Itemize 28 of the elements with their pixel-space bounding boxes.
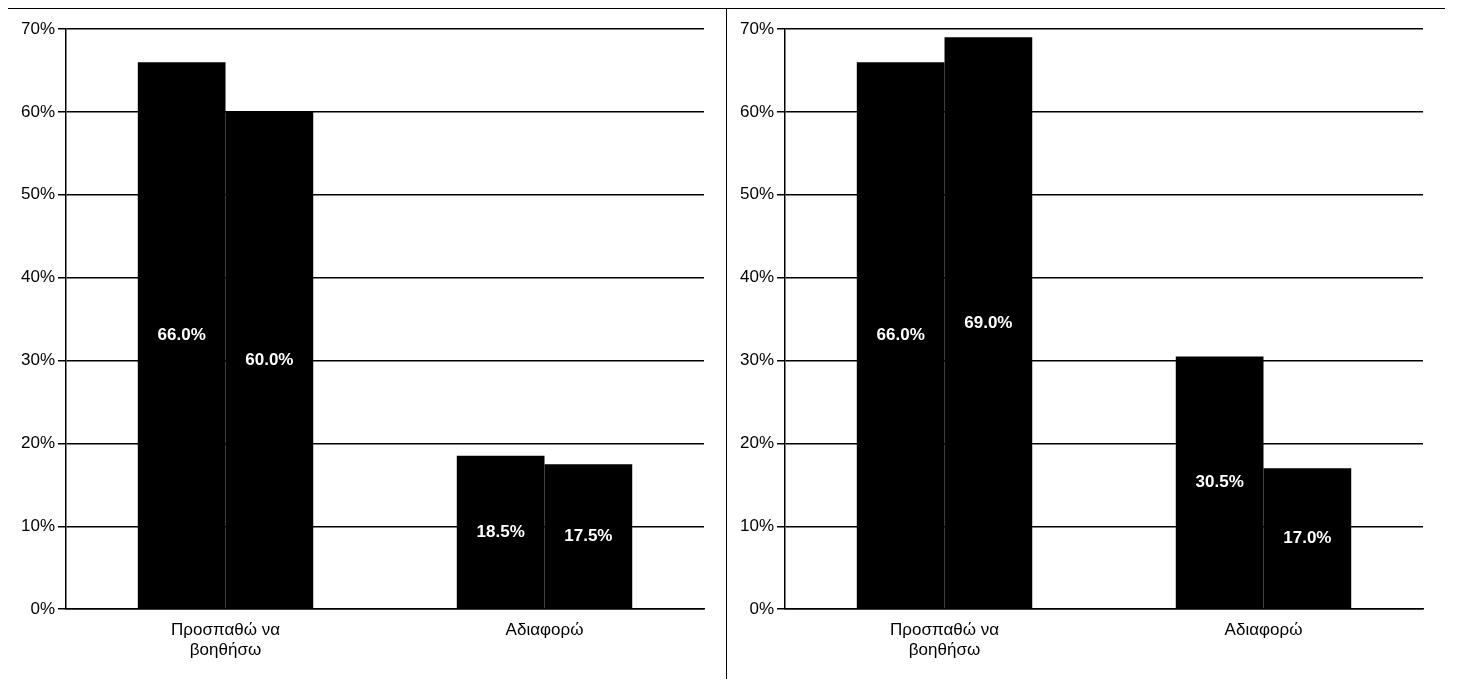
x-tick-label: Προσπαθώ να βοηθήσω bbox=[171, 620, 281, 660]
y-tick-label: 50% bbox=[20, 184, 56, 204]
data-label: 60.0% bbox=[245, 349, 294, 369]
y-tick-label: 50% bbox=[739, 184, 775, 204]
y-tick-label: 10% bbox=[739, 516, 775, 535]
y-tick-label: 30% bbox=[20, 350, 56, 370]
y-tick-label: 20% bbox=[739, 433, 775, 453]
y-tick-label: 30% bbox=[739, 350, 775, 370]
data-label: 66.0% bbox=[876, 324, 925, 344]
y-tick-label: 70% bbox=[739, 18, 775, 38]
y-tick-label: 0% bbox=[749, 598, 775, 618]
y-tick-label: 40% bbox=[739, 267, 775, 287]
y-tick-label: 0% bbox=[30, 598, 56, 618]
y-tick-label: 70% bbox=[20, 18, 56, 38]
data-label: 66.0% bbox=[157, 324, 206, 344]
x-tick-label: Προσπαθώ να βοηθήσω bbox=[890, 620, 1000, 660]
data-label: 69.0% bbox=[964, 312, 1013, 332]
x-tick-label: Αδιαφορώ bbox=[505, 620, 584, 640]
data-label: 18.5% bbox=[476, 521, 525, 541]
y-tick-label: 20% bbox=[20, 433, 56, 453]
y-tick-label: 40% bbox=[20, 267, 56, 287]
data-label: 17.0% bbox=[1283, 528, 1332, 548]
y-tick-label: 60% bbox=[739, 101, 775, 121]
y-tick-label: 10% bbox=[20, 516, 56, 535]
data-label: 17.5% bbox=[564, 525, 613, 545]
data-label: 30.5% bbox=[1195, 472, 1244, 492]
x-tick-label: Αδιαφορώ bbox=[1224, 620, 1303, 640]
y-tick-label: 60% bbox=[20, 101, 56, 121]
